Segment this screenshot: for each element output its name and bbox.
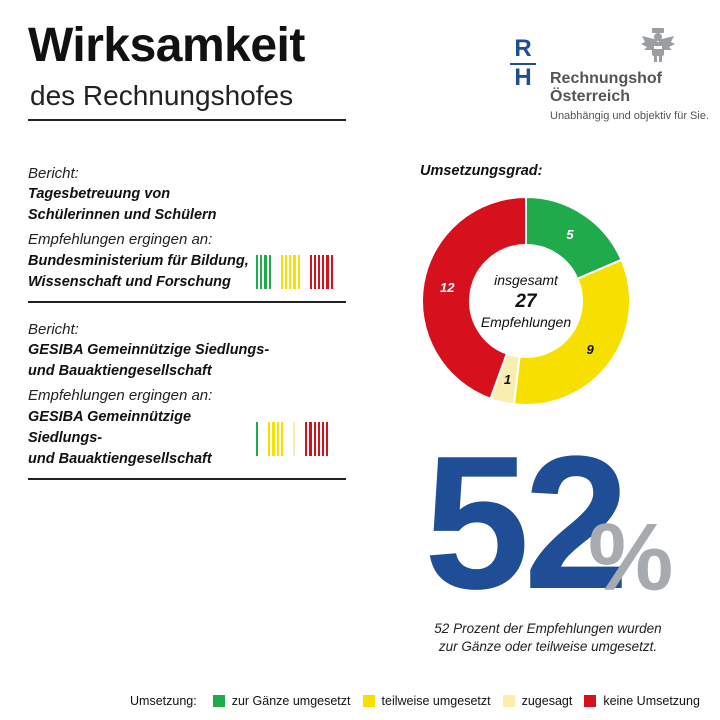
recipient-line1: GESIBA Gemeinnützige Siedlungs- [28, 409, 192, 447]
report-label: Bericht: [28, 321, 79, 338]
monogram-divider [510, 62, 536, 65]
tally-bar-red [326, 255, 329, 290]
donut-slices [421, 195, 631, 406]
tally-bar-yellow [280, 255, 283, 290]
recipient-name: Bundesministerium für Bildung, Wissensch… [28, 251, 254, 293]
report-title-line1: GESIBA Gemeinnützige Siedlungs- [28, 341, 270, 358]
legend-item-promised: zugesagt [521, 694, 573, 708]
recipient-line2: Wissenschaft und Forschung [28, 274, 231, 291]
recipient-line2: und Bauaktiengesellschaft [28, 451, 212, 468]
recommendation-tally [256, 255, 335, 290]
donut-value-label: 12 [440, 280, 455, 295]
tally-bar-red [322, 255, 325, 290]
donut-chart: 5 9 1 12 insgesamt 27 Empfehlungen [421, 195, 631, 406]
tally-bar-red [313, 255, 317, 290]
tally-bar-red [309, 421, 312, 456]
legend-swatch-beige [502, 695, 515, 707]
page-subtitle: des Rechnungshofes [30, 80, 294, 111]
donut-value-label: 5 [566, 227, 574, 242]
tally-bar-green [260, 255, 263, 290]
tally-bar-yellow [280, 421, 283, 456]
report-title-line2: und Bauaktiengesellschaft [28, 362, 212, 379]
recipient-row: Bundesministerium für Bildung, Wissensch… [28, 251, 346, 293]
rechnungshof-logo: R H Rechnungshof Österreich Unabhängig u… [508, 28, 709, 130]
recipient-label: Empfehlungen ergingen an: [28, 386, 213, 404]
tally-bar-red [317, 421, 320, 456]
legend-item-none: keine Umsetzung [603, 694, 700, 708]
tally-gap [297, 422, 303, 456]
center-total: 27 [514, 291, 538, 312]
percent-sign: % [588, 504, 674, 611]
donut-value-label: 1 [504, 372, 511, 387]
report-title-line1: Tagesbetreuung von [28, 185, 171, 202]
caption-line2: zur Gänze oder teilweise umgesetzt. [438, 639, 658, 655]
donut-slice-2 [512, 258, 631, 406]
chart-title: Umsetzungsgrad: [420, 163, 543, 179]
report-title-line2: Schülerinnen und Schülern [28, 206, 217, 223]
recommendation-tally [256, 421, 330, 456]
logo-tagline: Unabhängig und objektiv für Sie. [550, 110, 709, 122]
tally-bar-red [313, 421, 316, 456]
legend-swatch-green [212, 695, 225, 707]
tally-bar-green [268, 255, 271, 290]
title-divider [28, 119, 346, 121]
recipient-name: GESIBA Gemeinnützige Siedlungs- und Baua… [28, 407, 254, 470]
tally-bar-green [256, 255, 259, 290]
legend-item-partial: teilweise umgesetzt [381, 694, 491, 708]
tally-bar-yellow [289, 255, 292, 290]
tally-bar-yellow [297, 255, 300, 290]
tally-bar-red [330, 255, 333, 290]
donut-slice-4 [421, 195, 527, 401]
tally-gap [273, 255, 279, 289]
tally-bar-red [321, 421, 325, 456]
tally-gap [302, 255, 308, 289]
legend-heading: Umsetzung: [130, 694, 197, 708]
report-divider [28, 478, 346, 480]
big-percentage-number: 52 [424, 417, 629, 629]
recipient-label: Empfehlungen ergingen an: [28, 230, 213, 248]
tally-bar-yellow [268, 421, 271, 456]
logo-name-line1: Rechnungshof [550, 70, 662, 87]
recipient-line1: Bundesministerium für Bildung, [28, 253, 249, 270]
monogram-h: H [514, 63, 532, 91]
tally-bar-beige [292, 421, 296, 456]
tally-gap [285, 422, 291, 456]
tally-bar-yellow [293, 255, 296, 290]
logo-name: Rechnungshof Österreich [550, 70, 662, 105]
report-block-2: Bericht: GESIBA Gemeinnützige Siedlungs-… [28, 320, 346, 480]
page-title: Wirksamkeit [28, 19, 305, 72]
tally-bar-green [264, 255, 267, 290]
tally-bar-red [326, 421, 329, 456]
report-label: Bericht: [28, 165, 79, 182]
eagle-emblem-icon [641, 28, 675, 62]
report-block-1: Bericht: Tagesbetreuung von Schülerinnen… [28, 164, 346, 303]
donut-value-labels: 5 9 1 12 [440, 227, 595, 387]
rh-monogram: R H [508, 35, 538, 91]
center-label-top: insgesamt [494, 272, 559, 288]
tally-gap [260, 422, 266, 456]
tally-bar-yellow [284, 255, 288, 290]
center-label-bottom: Empfehlungen [481, 314, 572, 330]
tally-bar-red [309, 255, 312, 290]
caption-line1: 52 Prozent der Empfehlungen wurden [434, 621, 662, 636]
report-divider [28, 301, 346, 303]
tally-bar-green [256, 421, 259, 456]
legend-swatch-red [584, 695, 597, 707]
recipient-row: GESIBA Gemeinnützige Siedlungs- und Baua… [28, 407, 346, 470]
tally-bar-yellow [272, 421, 275, 456]
legend: Umsetzung: zur Gänze umgesetzt teilweise… [130, 694, 700, 708]
tally-bar-red [318, 255, 321, 290]
donut-value-label: 9 [587, 342, 595, 357]
logo-name-line2: Österreich [550, 87, 631, 105]
monogram-r: R [514, 35, 532, 62]
tally-bar-red [305, 421, 308, 456]
legend-swatch-yellow [362, 695, 375, 707]
tally-bar-yellow [276, 421, 279, 456]
percentage-caption: 52 Prozent der Empfehlungen wurden zur G… [418, 620, 678, 656]
legend-item-full: zur Gänze umgesetzt [231, 694, 351, 708]
